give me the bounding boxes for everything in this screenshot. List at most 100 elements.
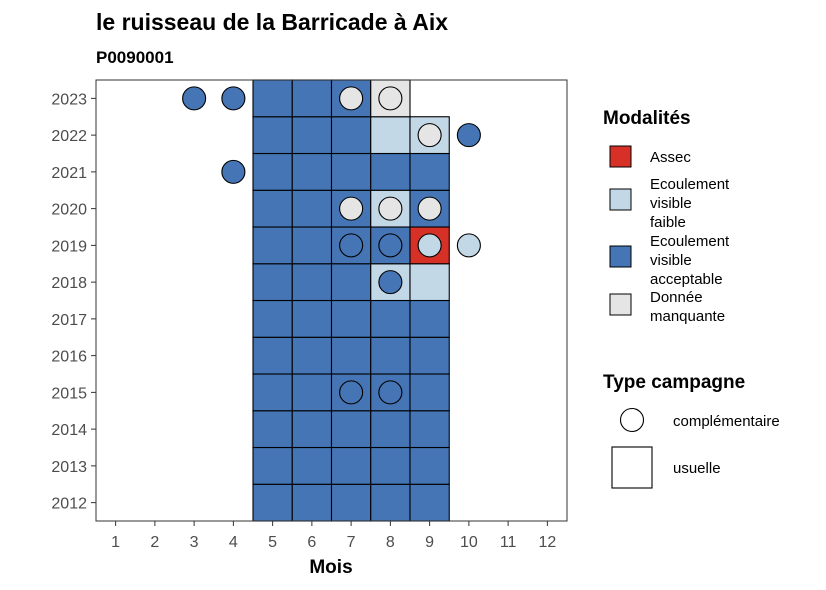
x-tick-label-2: 2 bbox=[150, 534, 159, 551]
tile-2016-9 bbox=[409, 336, 450, 375]
point-2015-8 bbox=[378, 380, 403, 405]
y-tick-label-2023: 2023 bbox=[51, 91, 87, 108]
tile-2014-9 bbox=[409, 410, 450, 449]
legend-label-acceptable-1: visible bbox=[650, 252, 692, 269]
point-2022-9 bbox=[417, 123, 442, 148]
point-2019-9 bbox=[417, 233, 442, 258]
y-tick-label-2013: 2013 bbox=[51, 459, 87, 476]
tile-2014-5 bbox=[252, 410, 293, 449]
tile-2016-7 bbox=[330, 336, 372, 375]
x-tick-label-7: 7 bbox=[347, 534, 356, 551]
legend-label-faible-1: visible bbox=[650, 195, 692, 212]
point-2020-9 bbox=[417, 196, 442, 221]
tile-2015-9 bbox=[409, 373, 450, 412]
tile-2014-8 bbox=[370, 410, 411, 449]
legend-key-usuelle bbox=[611, 446, 653, 489]
tile-2012-7 bbox=[330, 483, 372, 522]
tile-2013-6 bbox=[291, 446, 333, 485]
tile-2017-6 bbox=[291, 299, 333, 338]
tile-2015-6 bbox=[291, 373, 333, 412]
y-tick-label-2018: 2018 bbox=[51, 275, 87, 292]
tile-2021-8 bbox=[370, 152, 411, 191]
point-2019-10 bbox=[456, 233, 481, 258]
tile-2022-7 bbox=[330, 116, 372, 155]
tile-2018-9 bbox=[409, 263, 450, 302]
tile-2018-7 bbox=[330, 263, 372, 302]
x-tick-label-1: 1 bbox=[111, 534, 120, 551]
legend-label-usuelle: usuelle bbox=[673, 460, 721, 477]
tile-2020-8 bbox=[370, 189, 411, 228]
y-tick-label-2019: 2019 bbox=[51, 238, 87, 255]
tile-2020-6 bbox=[291, 189, 333, 228]
legend-label-acceptable-2: acceptable bbox=[650, 271, 723, 288]
tile-2019-5 bbox=[252, 226, 293, 265]
tile-2022-8 bbox=[370, 116, 411, 155]
x-tick-label-9: 9 bbox=[425, 534, 434, 551]
tile-2013-5 bbox=[252, 446, 293, 485]
legend-modalites: Assec Ecoulement visible faible Ecoulement vi… bbox=[609, 145, 730, 325]
tile-2016-6 bbox=[291, 336, 333, 375]
legend-label-complementaire: complémentaire bbox=[673, 413, 780, 430]
legend-modalites-title: Modalités bbox=[603, 108, 691, 129]
legend-key-faible bbox=[609, 188, 632, 211]
tile-2020-5 bbox=[252, 189, 293, 228]
x-tick-label-12: 12 bbox=[538, 534, 556, 551]
y-tick-label-2014: 2014 bbox=[51, 422, 87, 439]
tile-2017-5 bbox=[252, 299, 293, 338]
tile-2022-5 bbox=[252, 116, 293, 155]
tile-2012-8 bbox=[370, 483, 411, 522]
x-tick-label-8: 8 bbox=[386, 534, 395, 551]
legend: Modalités Assec Ecoulement visible faible Ec… bbox=[603, 108, 780, 489]
y-tick-label-2017: 2017 bbox=[51, 312, 87, 329]
legend-key-manquante bbox=[609, 293, 632, 316]
tile-2016-8 bbox=[370, 336, 411, 375]
tile-2012-5 bbox=[252, 483, 293, 522]
y-tick-label-2016: 2016 bbox=[51, 349, 87, 366]
legend-label-faible-0: Ecoulement bbox=[650, 176, 730, 193]
tile-2018-5 bbox=[252, 263, 293, 302]
tile-2017-9 bbox=[409, 299, 450, 338]
legend-key-assec bbox=[609, 145, 632, 168]
y-tick-label-2015: 2015 bbox=[51, 385, 87, 402]
tile-2014-7 bbox=[330, 410, 372, 449]
x-tick-label-4: 4 bbox=[229, 534, 238, 551]
tile-2019-6 bbox=[291, 226, 333, 265]
tile-2013-7 bbox=[330, 446, 372, 485]
x-tick-label-5: 5 bbox=[268, 534, 277, 551]
x-tick-label-6: 6 bbox=[307, 534, 316, 551]
tile-2023-5 bbox=[252, 79, 293, 118]
point-2020-7 bbox=[339, 196, 364, 221]
point-2023-3 bbox=[182, 86, 207, 111]
tile-2022-6 bbox=[291, 116, 333, 155]
point-2023-8 bbox=[378, 86, 403, 111]
y-tick-label-2021: 2021 bbox=[51, 165, 87, 182]
tile-2023-6 bbox=[291, 79, 333, 118]
tile-2012-9 bbox=[409, 483, 450, 522]
point-2019-7 bbox=[339, 233, 364, 258]
y-tick-label-2022: 2022 bbox=[51, 128, 87, 145]
legend-key-acceptable bbox=[609, 245, 632, 268]
points-layer bbox=[182, 86, 481, 405]
legend-label-manquante-1: manquante bbox=[650, 308, 725, 325]
chart-title: le ruisseau de la Barricade à Aix bbox=[96, 9, 448, 35]
tile-2017-8 bbox=[370, 299, 411, 338]
point-2023-4 bbox=[221, 86, 246, 111]
tile-2018-6 bbox=[291, 263, 333, 302]
point-2023-7 bbox=[339, 86, 364, 111]
tile-2013-8 bbox=[370, 446, 411, 485]
panel-border bbox=[95, 79, 568, 522]
tile-2013-9 bbox=[409, 446, 450, 485]
y-axis: 2012 2013 2014 2015 2016 2017 2018 2019 2020 2021… bbox=[51, 91, 96, 513]
tile-2012-6 bbox=[291, 483, 333, 522]
legend-label-acceptable-0: Ecoulement bbox=[650, 233, 730, 250]
tile-2021-5 bbox=[252, 152, 293, 191]
x-tick-label-10: 10 bbox=[460, 534, 478, 551]
point-2015-7 bbox=[339, 380, 364, 405]
tile-2021-9 bbox=[409, 152, 450, 191]
point-2018-8 bbox=[378, 270, 403, 295]
tile-2015-5 bbox=[252, 373, 293, 412]
y-tick-label-2020: 2020 bbox=[51, 202, 87, 219]
point-2019-8 bbox=[378, 233, 403, 258]
tile-2016-5 bbox=[252, 336, 293, 375]
